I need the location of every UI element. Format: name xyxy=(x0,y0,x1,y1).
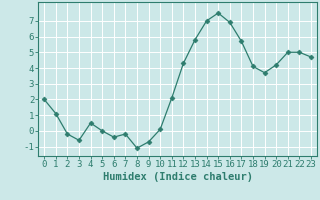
X-axis label: Humidex (Indice chaleur): Humidex (Indice chaleur) xyxy=(103,172,252,182)
